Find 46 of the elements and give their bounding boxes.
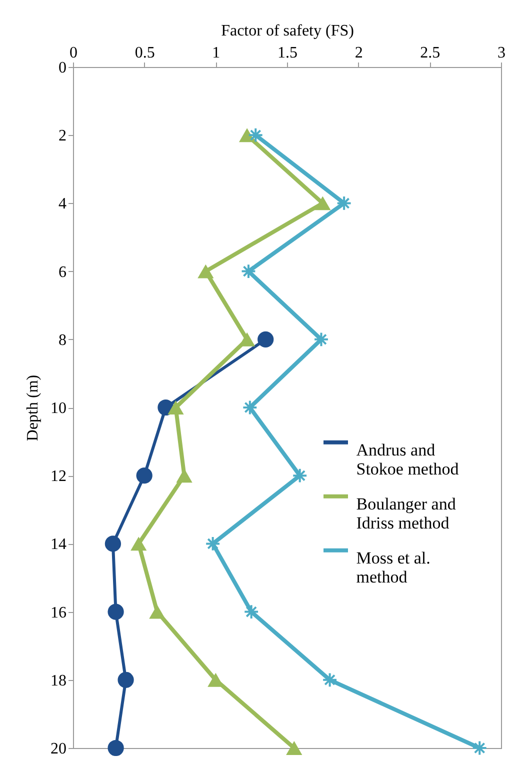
point — [286, 741, 302, 755]
y-tick-label: 4 — [58, 196, 66, 213]
x-tick-label: 1.5 — [278, 44, 298, 62]
point — [240, 264, 256, 280]
point — [314, 332, 329, 348]
legend-label: Moss et al. method — [356, 548, 430, 586]
y-tick-label: 2 — [58, 128, 66, 145]
point — [314, 196, 331, 210]
point — [292, 468, 308, 484]
point — [168, 400, 184, 414]
legend-label: Andrus and Stokoe method — [356, 440, 460, 478]
y-tick-label: 0 — [58, 60, 66, 76]
point — [118, 672, 134, 688]
point — [130, 536, 147, 551]
point — [258, 331, 274, 348]
legend-label: Boulanger and Idriss method — [356, 494, 456, 532]
point — [108, 740, 124, 756]
x-tick-label: 0 — [70, 44, 78, 62]
x-tick-label: 1 — [212, 44, 220, 62]
point — [336, 195, 352, 211]
point — [176, 468, 192, 483]
y-tick-label: 12 — [50, 468, 66, 486]
y-axis-title: Depth (m) — [24, 374, 42, 442]
x-axis-title: Factor of safety (FS) — [221, 22, 354, 40]
y-tick-label: 18 — [50, 672, 66, 690]
point — [198, 264, 214, 278]
y-tick-label: 8 — [58, 332, 66, 349]
y-tick-label: 20 — [50, 740, 66, 758]
x-tick-label: 2.5 — [420, 44, 440, 62]
y-tick-label: 6 — [58, 264, 66, 281]
y-tick-label: 14 — [50, 536, 66, 554]
x-tick-label: 0.5 — [134, 44, 155, 62]
point — [248, 127, 264, 143]
x-tick-label: 2 — [354, 44, 363, 62]
point — [136, 468, 152, 484]
point — [104, 536, 122, 552]
point — [322, 672, 338, 688]
point — [149, 604, 166, 619]
x-tick-label: 3 — [498, 44, 506, 62]
y-tick-label: 16 — [50, 604, 66, 622]
point — [244, 604, 260, 620]
point — [472, 740, 488, 756]
y-tick-label: 10 — [50, 400, 66, 417]
point — [108, 604, 124, 620]
point — [242, 400, 258, 416]
point — [205, 536, 221, 552]
